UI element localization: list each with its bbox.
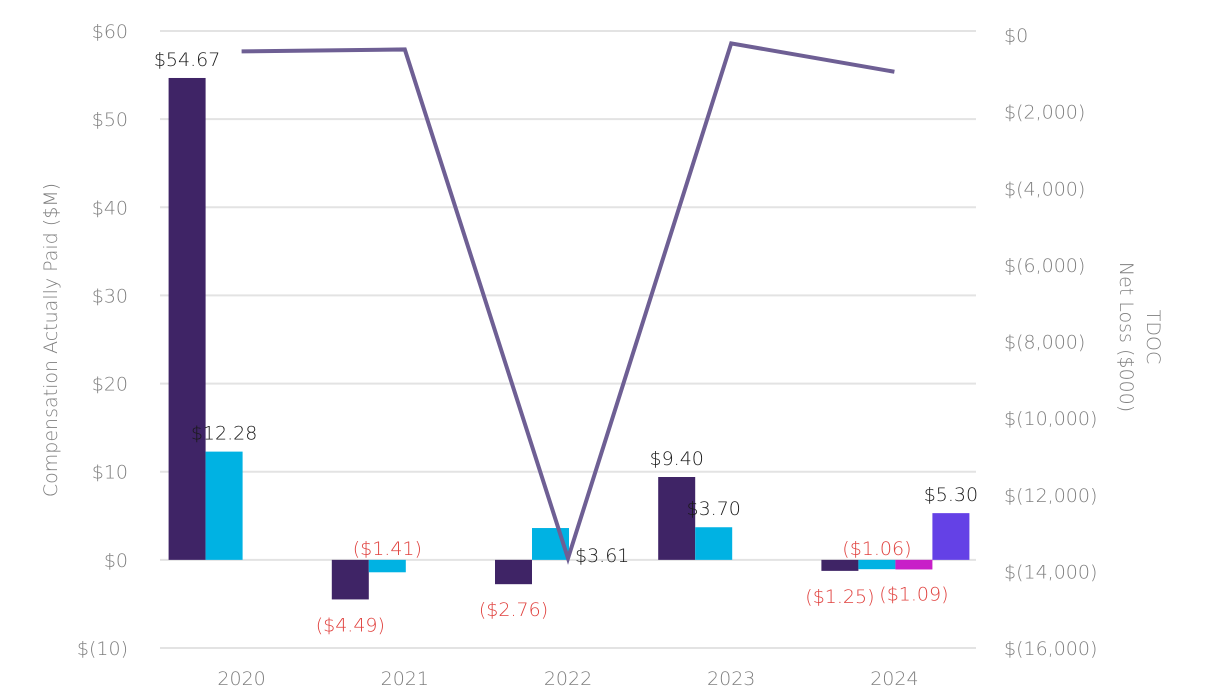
y-tick-label: $(10) — [77, 638, 128, 660]
bar-value-label: $3.61 — [575, 545, 629, 567]
y2-tick-label: $(4,000) — [1004, 178, 1085, 200]
x-tick-label: 2023 — [707, 668, 755, 690]
data-labels: $54.67 $12.28 ($4.49) ($1.41) ($2.76) $3.61 $9… — [154, 49, 978, 636]
x-axis-ticks: 2020 2021 2022 2023 2024 — [217, 668, 918, 690]
bar — [368, 559, 406, 573]
bar — [168, 77, 206, 560]
y-tick-label: $10 — [92, 462, 128, 484]
gridlines — [160, 30, 976, 649]
y2-tick-label: $(2,000) — [1004, 102, 1085, 124]
y2-axis-title-line2: Net Loss ($000) — [1115, 262, 1137, 412]
x-tick-label: 2024 — [870, 668, 918, 690]
bar-value-label: $12.28 — [191, 423, 257, 445]
bar — [331, 559, 369, 600]
x-tick-label: 2020 — [217, 668, 265, 690]
y-axis-title: Compensation Actually Paid ($M) — [40, 183, 62, 497]
right-axis-ticks: $0 $(2,000) $(4,000) $(6,000) $(8,000) $(10,0… — [1004, 25, 1097, 660]
y-tick-label: $60 — [92, 21, 128, 43]
bar — [205, 451, 243, 560]
bar-value-label: $3.70 — [686, 498, 740, 520]
y2-tick-label: $0 — [1004, 25, 1028, 47]
x-tick-label: 2022 — [544, 668, 592, 690]
net-loss-line-group — [241, 41, 895, 565]
bar-value-label: ($4.49) — [316, 614, 385, 636]
y-tick-label: $20 — [92, 374, 128, 396]
y2-tick-label: $(8,000) — [1004, 332, 1085, 354]
y2-axis-title-line1: TDOC — [1142, 310, 1164, 364]
bar-value-label: $9.40 — [649, 448, 703, 470]
x-tick-label: 2021 — [381, 668, 429, 690]
bar — [858, 559, 896, 570]
bar-value-label: ($1.41) — [353, 538, 422, 560]
y2-tick-label: $(12,000) — [1004, 485, 1097, 507]
y2-tick-label: $(10,000) — [1004, 408, 1097, 430]
bar-value-label: ($1.06) — [842, 538, 911, 560]
y-tick-label: $40 — [92, 197, 128, 219]
y2-tick-label: $(6,000) — [1004, 255, 1085, 277]
bar — [895, 559, 933, 570]
y2-tick-label: $(14,000) — [1004, 561, 1097, 583]
y2-tick-label: $(16,000) — [1004, 638, 1097, 660]
bar-value-label: $5.30 — [924, 484, 978, 506]
net-loss-line — [241, 41, 895, 565]
left-axis-ticks: $60 $50 $40 $30 $20 $10 $0 $(10) — [77, 21, 128, 660]
bar — [932, 513, 970, 560]
bar — [695, 527, 733, 560]
bar-value-label: ($1.25) — [805, 586, 874, 608]
bar-value-label: ($1.09) — [879, 583, 948, 605]
bar-value-label: ($2.76) — [479, 599, 548, 621]
y-tick-label: $30 — [92, 285, 128, 307]
bar — [495, 559, 532, 585]
y-tick-label: $50 — [92, 109, 128, 131]
bar-value-label: $54.67 — [154, 49, 220, 71]
bars — [168, 77, 970, 600]
y-tick-label: $0 — [104, 550, 128, 572]
bar — [658, 477, 696, 560]
bar — [821, 559, 859, 571]
